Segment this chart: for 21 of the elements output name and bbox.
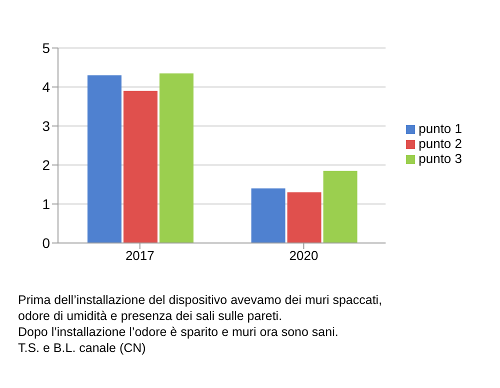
bar [287,192,322,243]
text: odore di umidità e presenza dei sali sulle pareti. [18,308,284,324]
legend-label: punto 2 [418,136,462,150]
y-tick-label: 1 [42,196,50,212]
text: Prima dell’installazione del dispositivo avevamo dei muri spaccati, [18,292,384,308]
legend-label: punto 1 [418,120,462,136]
text: Dopo l’installazione l’odore è sparito e muri ora sono sani. [18,324,340,340]
y-tick-label: 3 [42,118,50,134]
bar [123,90,158,243]
y-tick-label: 0 [42,234,50,251]
x-tick-label: 2020 [289,248,318,264]
bar [87,75,122,243]
legend-label: punto 3 [418,150,462,166]
bar [251,188,286,243]
bar [159,73,194,243]
y-tick-label: 5 [42,40,50,56]
text: T.S. e B.L. canale (CN) [18,340,147,356]
y-tick-label: 2 [42,156,50,173]
bar [323,170,358,243]
y-tick-label: 4 [42,78,50,95]
x-tick-label: 2017 [125,248,154,264]
